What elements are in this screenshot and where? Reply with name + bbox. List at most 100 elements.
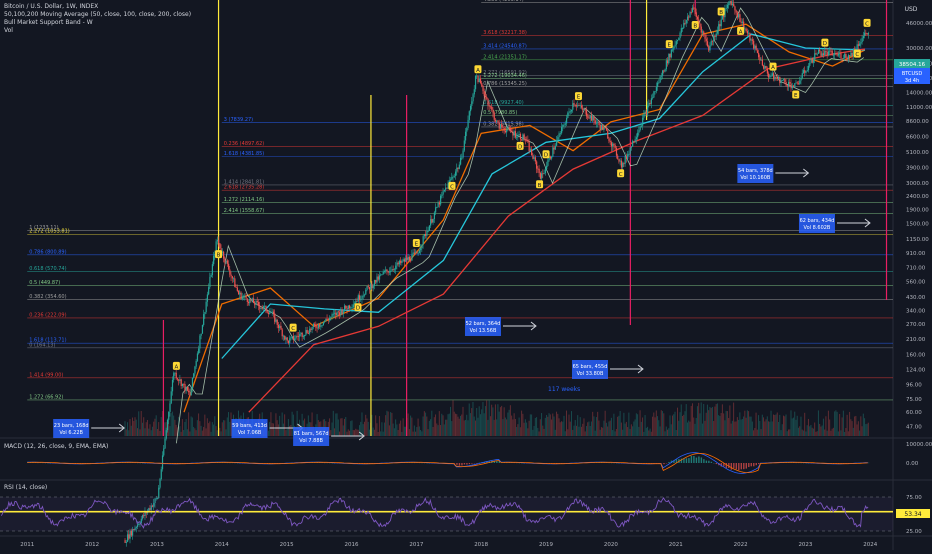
candle-body: [792, 86, 793, 89]
candle-body: [631, 147, 632, 148]
volume-bar: [864, 418, 865, 436]
time-tick-label: 2014: [215, 542, 229, 548]
candle-body: [369, 287, 370, 290]
candle-body: [441, 195, 442, 196]
volume-bar: [504, 407, 505, 436]
candle-body: [466, 128, 467, 132]
volume-bar: [637, 414, 638, 436]
rsi-tick-label: 25.00: [906, 529, 922, 535]
candle-body: [443, 191, 444, 194]
candle-body: [829, 51, 830, 52]
volume-bar: [495, 404, 496, 436]
volume-bar: [227, 417, 228, 436]
candle-body: [578, 105, 579, 106]
volume-bar: [421, 431, 422, 436]
candle-body: [348, 305, 349, 309]
candle-body: [554, 147, 555, 149]
candle-body: [189, 392, 190, 395]
candle-body: [260, 308, 261, 309]
volume-bar: [214, 416, 215, 436]
volume-bar: [534, 426, 535, 436]
volume-bar: [278, 424, 279, 436]
candle-body: [570, 111, 571, 112]
volume-bar: [768, 421, 769, 436]
candle-body: [337, 311, 338, 315]
candle-body: [238, 291, 239, 294]
volume-bar: [577, 415, 578, 436]
candle-body: [500, 124, 501, 128]
volume-bar: [592, 412, 593, 436]
volume-bar: [363, 424, 364, 436]
volume-bar: [578, 427, 579, 436]
volume-bar: [453, 400, 454, 436]
volume-bar: [576, 426, 577, 436]
volume-bar: [636, 413, 637, 436]
candle-body: [495, 120, 496, 121]
rsi-pane: [0, 497, 893, 531]
volume-bar: [709, 407, 710, 436]
candle-body: [324, 321, 325, 322]
candle-body: [277, 320, 278, 325]
symbol-line[interactable]: Bitcoin / U.S. Dollar, 1W, INDEX: [4, 3, 191, 11]
candle-body: [696, 12, 697, 17]
volume-bar: [691, 406, 692, 436]
candle-body: [125, 540, 126, 543]
candle-body: [252, 298, 253, 300]
price-tick-label: 5100.00: [906, 150, 929, 156]
volume-bar: [134, 417, 135, 436]
volume-bar: [718, 415, 719, 436]
candle-body: [848, 55, 849, 59]
candle-body: [242, 296, 243, 299]
volume-bar: [216, 426, 217, 436]
candle-body: [805, 71, 806, 72]
volume-bar: [657, 416, 658, 436]
macd-histogram-bar: [753, 463, 754, 466]
cycle-annotation: 117 weeks: [548, 386, 580, 393]
volume-bar: [462, 407, 463, 436]
fib-level-label: 0.5 (449.87): [29, 280, 60, 286]
volume-bar: [171, 413, 172, 436]
candle-body: [658, 83, 659, 84]
volume-bar: [470, 413, 471, 436]
candle-body: [635, 139, 636, 142]
volume-bar: [549, 413, 550, 436]
candle-body: [833, 55, 834, 56]
candle-body: [540, 173, 541, 179]
volume-bar: [449, 414, 450, 436]
candle-body: [167, 420, 168, 430]
candle-body: [844, 54, 845, 58]
range-box-bars: 54 bars, 378d: [738, 168, 773, 174]
candle-body: [525, 140, 526, 141]
volume-bar: [616, 429, 617, 436]
candle-body: [351, 307, 352, 308]
range-box-volume: Vol 33.80B: [577, 371, 604, 377]
candle-body: [330, 317, 331, 318]
volume-bar: [133, 421, 134, 436]
volume-indicator-line[interactable]: Vol: [4, 27, 191, 35]
candle-body: [360, 299, 361, 300]
candle-body: [527, 140, 528, 142]
volume-bar: [607, 427, 608, 436]
candle-body: [275, 320, 276, 322]
volume-bar: [435, 414, 436, 436]
candle-body: [380, 275, 381, 276]
candle-body: [744, 29, 745, 30]
volume-bar: [199, 421, 200, 436]
candle-body: [304, 335, 305, 336]
volume-bar: [794, 412, 795, 436]
volume-bar: [777, 412, 778, 436]
volume-bar: [457, 417, 458, 436]
volume-bar: [446, 420, 447, 436]
volume-bar: [272, 423, 273, 436]
candle-body: [830, 51, 831, 52]
volume-bar: [206, 428, 207, 436]
ma-indicator-line[interactable]: 50,100,200 Moving Average (50, close, 10…: [4, 11, 191, 19]
volume-bar: [334, 428, 335, 436]
volume-bar: [384, 423, 385, 436]
bmsb-indicator-line[interactable]: Bull Market Support Band - W: [4, 19, 191, 27]
volume-bar: [633, 421, 634, 436]
volume-bar: [219, 428, 220, 436]
volume-bar: [330, 430, 331, 436]
